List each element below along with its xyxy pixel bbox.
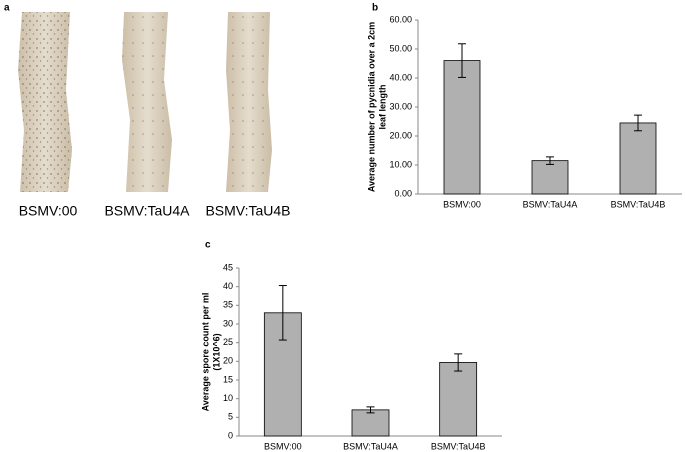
error-bar: [278, 285, 287, 341]
y-axis-label: Average spore count per ml: [200, 293, 210, 412]
y-tick-label: 20: [223, 356, 233, 366]
error-bar: [634, 114, 642, 132]
error-bar: [546, 156, 554, 165]
y-tick-label: 20.00: [389, 130, 412, 140]
photo-caption: BSMV:TaU4A: [104, 203, 190, 219]
bar: [531, 160, 569, 195]
y-tick-label: 30.00: [389, 101, 412, 111]
error-bar: [454, 353, 463, 372]
photo-caption: BSMV:TaU4B: [205, 203, 290, 219]
y-axis-label: (1X10^6): [211, 333, 221, 370]
y-tick-label: 0: [228, 430, 233, 440]
photo-caption: BSMV:00: [19, 203, 78, 219]
y-tick-label: 60.00: [389, 14, 412, 24]
x-tick-label: BSMV:TaU4B: [611, 199, 666, 209]
error-bar: [366, 406, 375, 414]
x-tick-label: BSMV:00: [264, 441, 302, 451]
y-tick-label: 10.00: [389, 159, 412, 169]
y-tick-label: 40: [223, 281, 233, 291]
bar: [351, 409, 390, 437]
y-tick-label: 10: [223, 393, 233, 403]
panel-label: c: [205, 240, 211, 251]
bar: [439, 362, 478, 437]
y-tick-label: 40.00: [389, 72, 412, 82]
x-tick-label: BSMV:00: [443, 199, 481, 209]
y-axis-label: Average number of pycnidia over a 2cm: [366, 22, 376, 192]
x-tick-label: BSMV:TaU4B: [431, 441, 486, 451]
error-bar: [458, 43, 466, 78]
x-tick-label: BSMV:TaU4A: [343, 441, 398, 451]
y-tick-label: 25: [223, 337, 233, 347]
y-tick-label: 5: [228, 412, 233, 422]
x-tick-label: BSMV:TaU4A: [523, 199, 578, 209]
panel-label: a: [4, 3, 10, 14]
y-tick-label: 0.00: [394, 188, 412, 198]
y-tick-label: 45: [223, 262, 233, 272]
bar: [443, 60, 481, 195]
y-tick-label: 35: [223, 300, 233, 310]
y-tick-label: 15: [223, 374, 233, 384]
bar: [619, 122, 657, 195]
leaf-photos: [18, 12, 272, 192]
y-tick-label: 30: [223, 318, 233, 328]
panel-label: b: [372, 3, 378, 14]
y-axis-label: leaf length: [377, 84, 387, 129]
y-tick-label: 50.00: [389, 43, 412, 53]
